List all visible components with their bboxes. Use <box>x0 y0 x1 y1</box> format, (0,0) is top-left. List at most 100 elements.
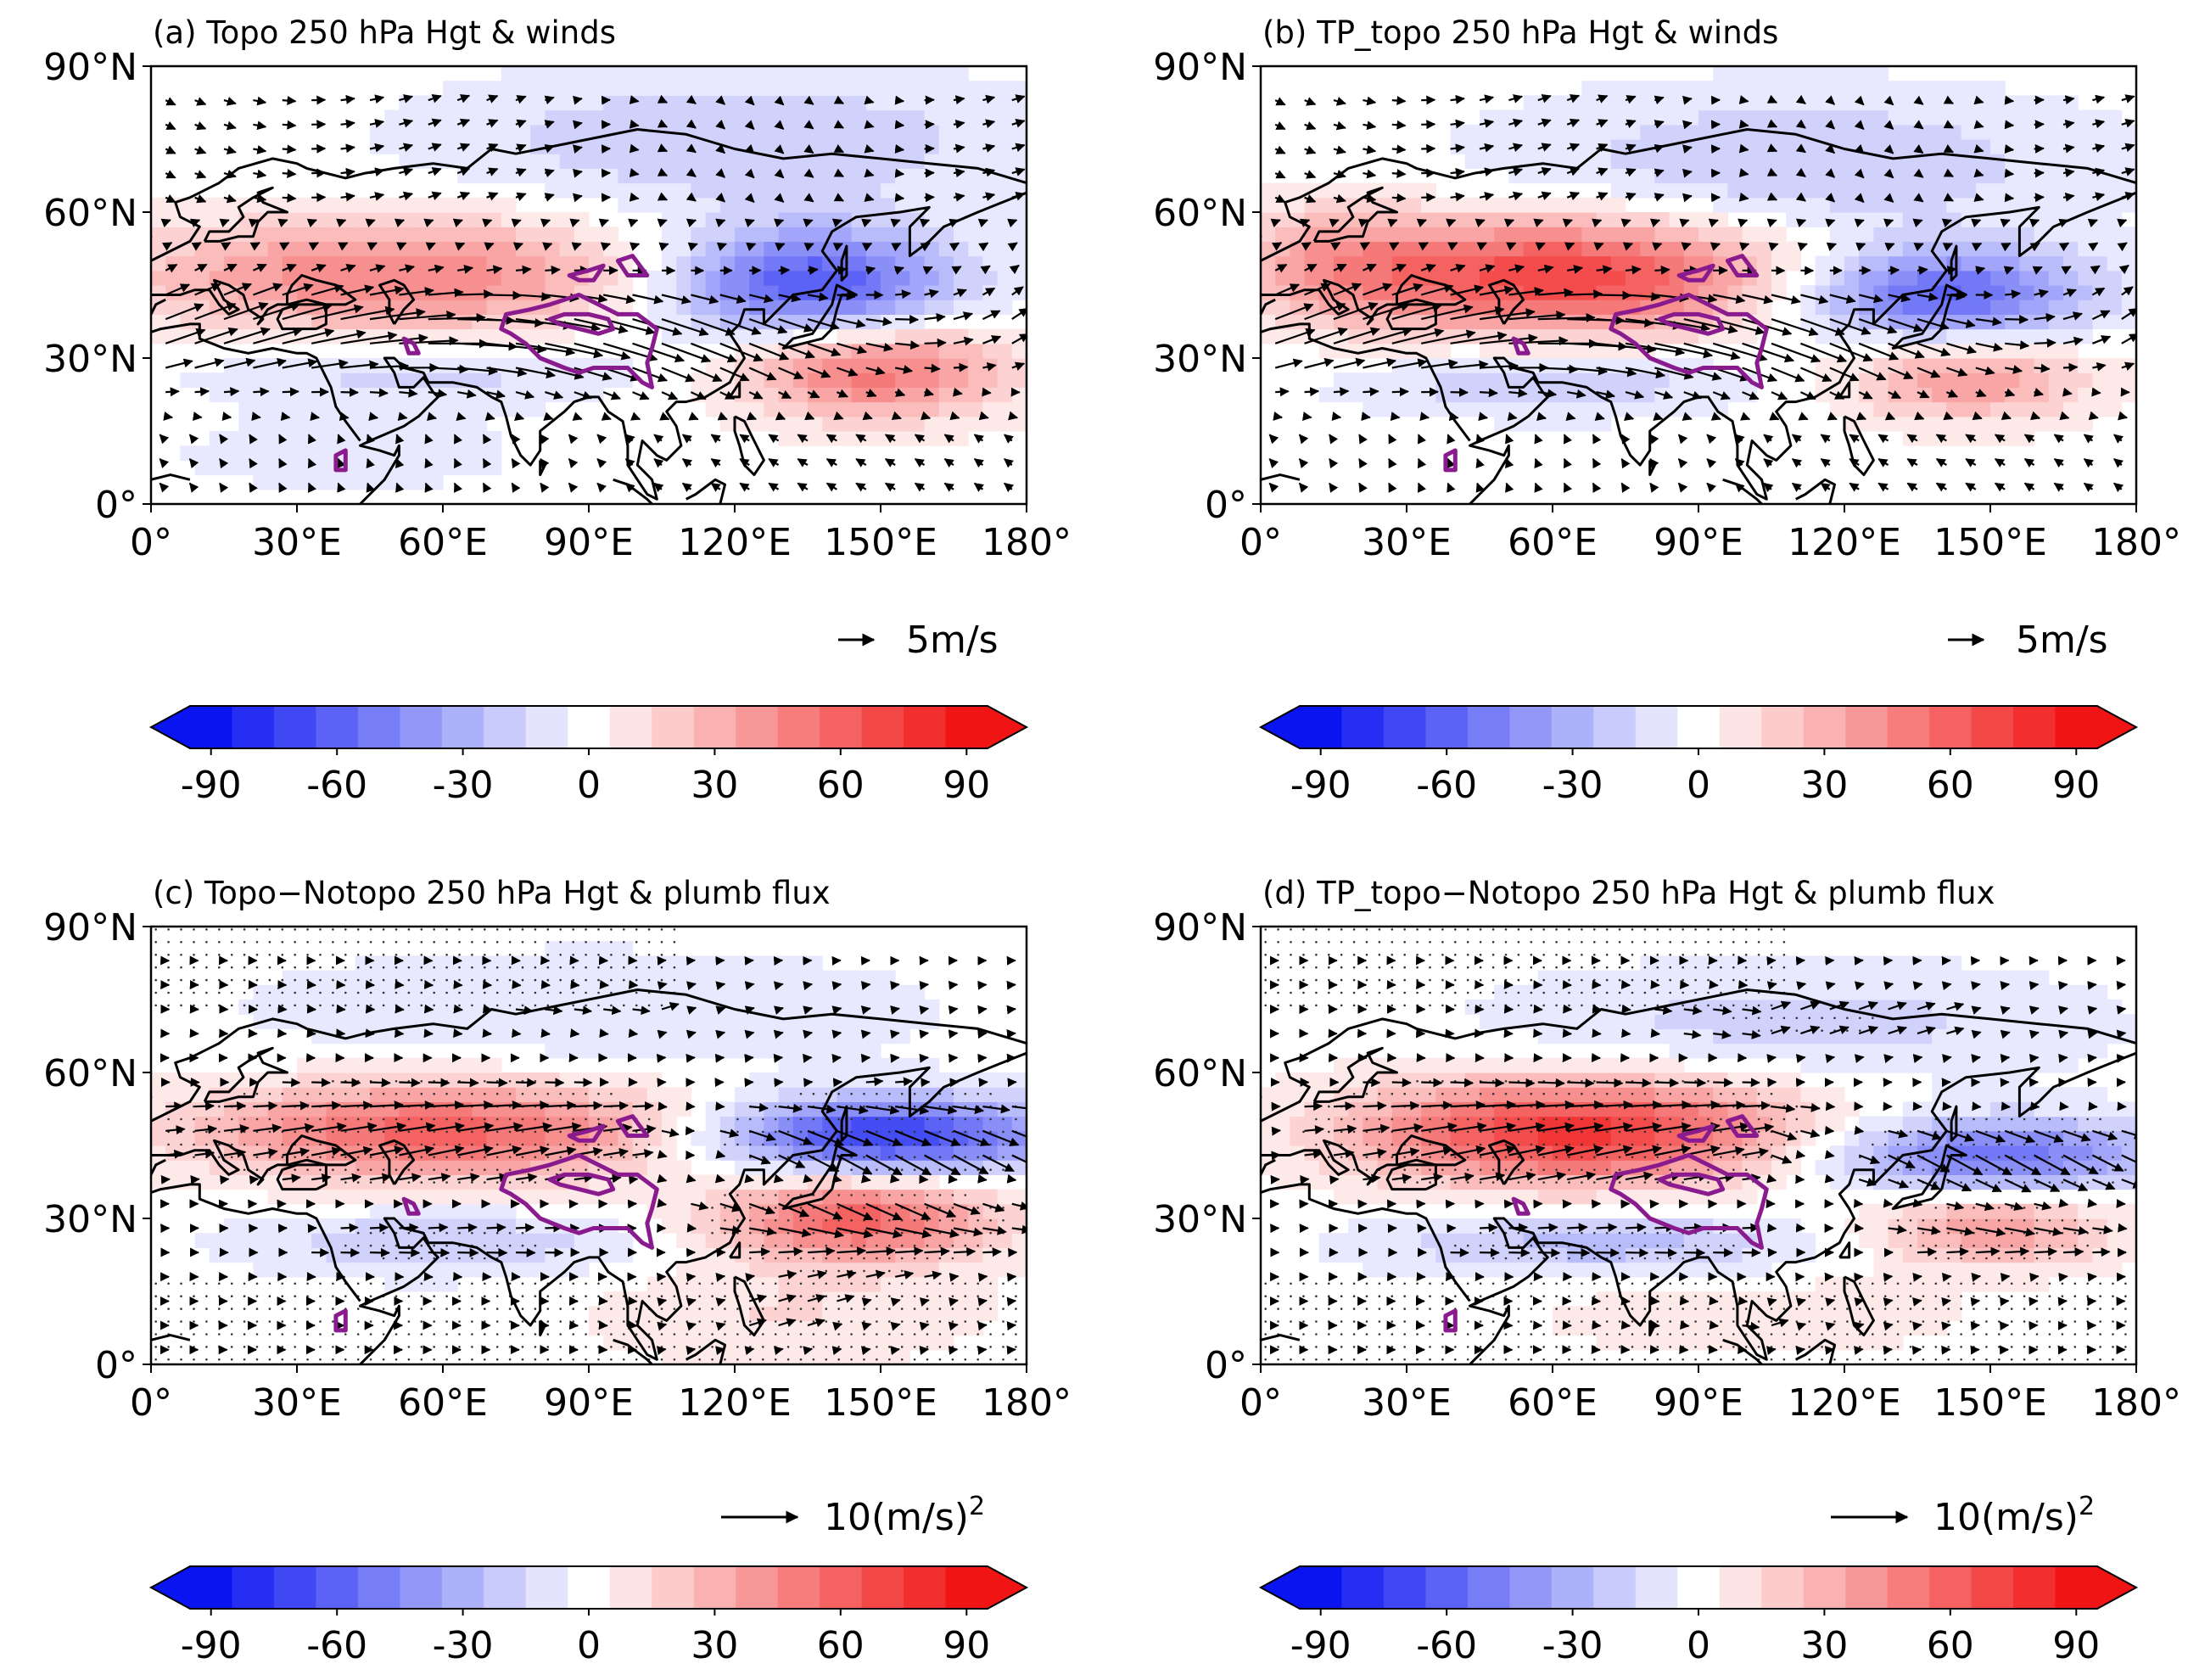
field-cell <box>428 328 444 344</box>
vector-arrow <box>223 193 237 204</box>
vector-arrow <box>482 482 492 493</box>
field-cell <box>472 139 488 154</box>
field-cell <box>1902 139 1918 154</box>
colorbar-tick-label: 90 <box>943 764 990 807</box>
field-cell <box>792 387 809 403</box>
field-cell <box>530 1233 546 1248</box>
vector-arrow <box>425 242 436 251</box>
colorbar-tick-label: -30 <box>433 764 494 807</box>
field-cell <box>1742 154 1758 169</box>
y-tick-label: 60°N <box>1153 192 1247 235</box>
vector-arrow <box>2083 458 2094 468</box>
field-cell <box>2063 124 2079 140</box>
field-cell <box>822 182 837 199</box>
field-cell <box>326 401 342 417</box>
field-cell <box>705 1130 721 1146</box>
field-cell <box>1888 372 1904 388</box>
vector-arrow <box>2053 457 2064 468</box>
field-cell <box>1553 416 1568 432</box>
field-cell <box>399 372 415 388</box>
vector-arrow <box>1965 457 1977 468</box>
field-cell <box>676 212 691 227</box>
field-cell <box>2019 168 2035 184</box>
field-cell <box>326 227 342 242</box>
field-cell <box>618 1087 634 1102</box>
field-cell <box>1771 109 1787 126</box>
field-cell <box>2005 182 2020 199</box>
field-cell <box>1917 431 1933 446</box>
field-cell <box>1581 197 1598 213</box>
field-cell <box>938 1276 954 1292</box>
field-cell <box>603 1028 618 1044</box>
field-cell <box>574 970 590 986</box>
field-cell <box>938 1145 954 1161</box>
field-cell <box>355 1262 371 1278</box>
field-cell <box>194 1130 210 1146</box>
field-cell <box>1669 81 1685 96</box>
field-cell <box>443 1203 458 1219</box>
field-cell <box>1553 314 1568 330</box>
field-cell <box>267 1072 283 1088</box>
field-cell <box>545 241 561 257</box>
vector-arrow <box>1333 97 1346 106</box>
field-cell <box>413 227 429 242</box>
field-cell <box>924 227 940 242</box>
field-cell <box>764 1262 780 1278</box>
field-cell <box>1990 401 2006 417</box>
field-cell <box>909 1145 926 1161</box>
field-cell <box>443 314 458 330</box>
field-cell <box>194 1174 210 1190</box>
field-cell <box>1537 343 1553 359</box>
field-cell <box>676 1320 691 1336</box>
vector-arrow <box>924 143 935 154</box>
field-cell <box>1669 241 1685 257</box>
field-cell <box>719 1306 736 1321</box>
vector-arrow <box>486 318 545 328</box>
field-cell <box>764 241 780 257</box>
vector-arrow <box>1363 120 1377 131</box>
field-cell <box>676 1087 691 1102</box>
field-cell <box>924 1014 940 1029</box>
vector-arrow <box>1771 391 1788 400</box>
field-cell <box>603 1247 618 1263</box>
vector-arrow <box>428 143 442 152</box>
field-cell <box>1727 95 1743 111</box>
field-cell <box>676 1043 691 1059</box>
field-cell <box>764 1043 780 1059</box>
field-cell <box>486 124 502 140</box>
field-cell <box>297 227 312 242</box>
field-cell <box>2078 139 2093 154</box>
field-cell <box>618 941 634 956</box>
field-cell <box>1640 255 1655 272</box>
field-cell <box>1508 372 1525 388</box>
vector-arrow <box>1763 458 1774 468</box>
field-cell <box>209 212 225 227</box>
field-cell <box>1683 227 1699 242</box>
field-cell <box>778 182 794 199</box>
field-cell <box>486 227 502 242</box>
vector-arrow <box>1358 482 1368 493</box>
field-cell <box>2048 343 2064 359</box>
field-cell <box>1975 182 1991 199</box>
field-cell <box>851 182 867 199</box>
field-cell <box>486 314 502 330</box>
vector-arrow <box>1917 266 1928 276</box>
field-cell <box>428 431 444 446</box>
field-cell <box>370 416 385 432</box>
field-cell <box>865 1043 881 1059</box>
field-cell <box>472 1218 488 1234</box>
field-cell <box>735 1262 750 1278</box>
y-tick-label: 30°N <box>1153 338 1247 381</box>
field-cell <box>1640 387 1655 403</box>
stipple-dot <box>180 954 182 956</box>
field-cell <box>909 314 926 330</box>
field-cell <box>909 168 926 184</box>
vector-arrow <box>653 434 664 444</box>
field-cell <box>881 81 896 96</box>
field-cell <box>1888 241 1904 257</box>
field-cell <box>676 1335 691 1351</box>
vector-arrow <box>1004 458 1015 468</box>
field-cell <box>399 124 415 140</box>
stipple-dot <box>205 1004 208 1007</box>
